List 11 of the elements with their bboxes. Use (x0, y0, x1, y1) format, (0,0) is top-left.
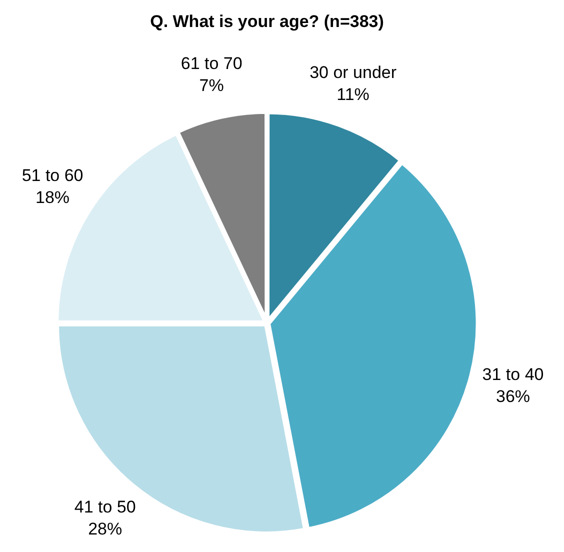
slice-label: 51 to 60 (22, 166, 84, 185)
slice-label: 61 to 70 (180, 54, 242, 74)
data-label: 11% (336, 84, 370, 104)
slice-label: 41 to 50 (74, 498, 136, 517)
slice-label: 31 to 40 (482, 365, 544, 384)
data-label: 18% (36, 188, 70, 207)
chart-title: Q. What is your age? (n=383) (150, 12, 384, 31)
data-label: 36% (496, 387, 530, 406)
data-label: 28% (88, 520, 122, 539)
slice-label: 30 or under (310, 62, 397, 82)
data-label: 7% (199, 76, 224, 96)
